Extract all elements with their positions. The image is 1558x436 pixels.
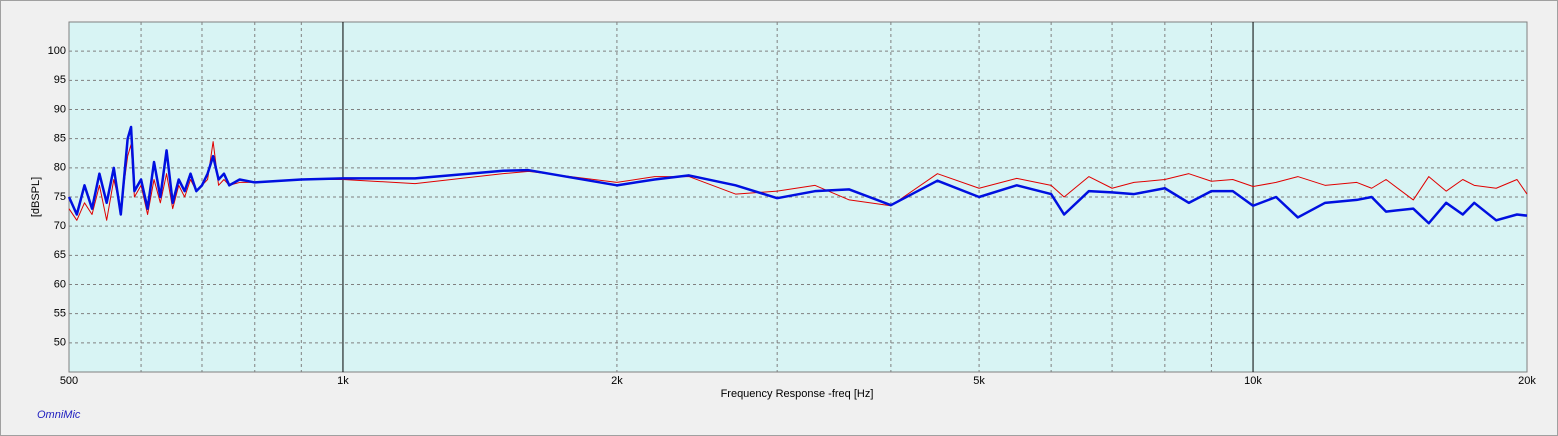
y-tick-label: 90 (54, 103, 66, 115)
y-axis-label: [dBSPL] (30, 177, 42, 217)
series-line (67, 125, 1528, 225)
y-tick-label: 55 (54, 308, 66, 320)
x-tick-label: 1k (337, 375, 349, 387)
x-tick-label: 2k (611, 375, 623, 387)
y-tick-label: 80 (54, 162, 66, 174)
x-tick-label: 10k (1244, 375, 1262, 387)
series-line (68, 141, 1528, 221)
y-tick-label: 70 (54, 220, 66, 232)
y-tick-label: 85 (54, 133, 66, 145)
y-tick-label: 50 (54, 337, 66, 349)
x-tick-label: 20k (1518, 375, 1536, 387)
watermark: OmniMic (37, 409, 81, 421)
y-tick-label: 60 (54, 278, 66, 290)
y-tick-label: 95 (54, 74, 66, 86)
x-axis-label: Frequency Response -freq [Hz] (721, 388, 874, 400)
x-tick-label: 500 (60, 375, 78, 387)
y-tick-label: 65 (54, 249, 66, 261)
y-tick-label: 100 (48, 45, 66, 57)
y-tick-label: 75 (54, 191, 66, 203)
x-tick-label: 5k (973, 375, 985, 387)
